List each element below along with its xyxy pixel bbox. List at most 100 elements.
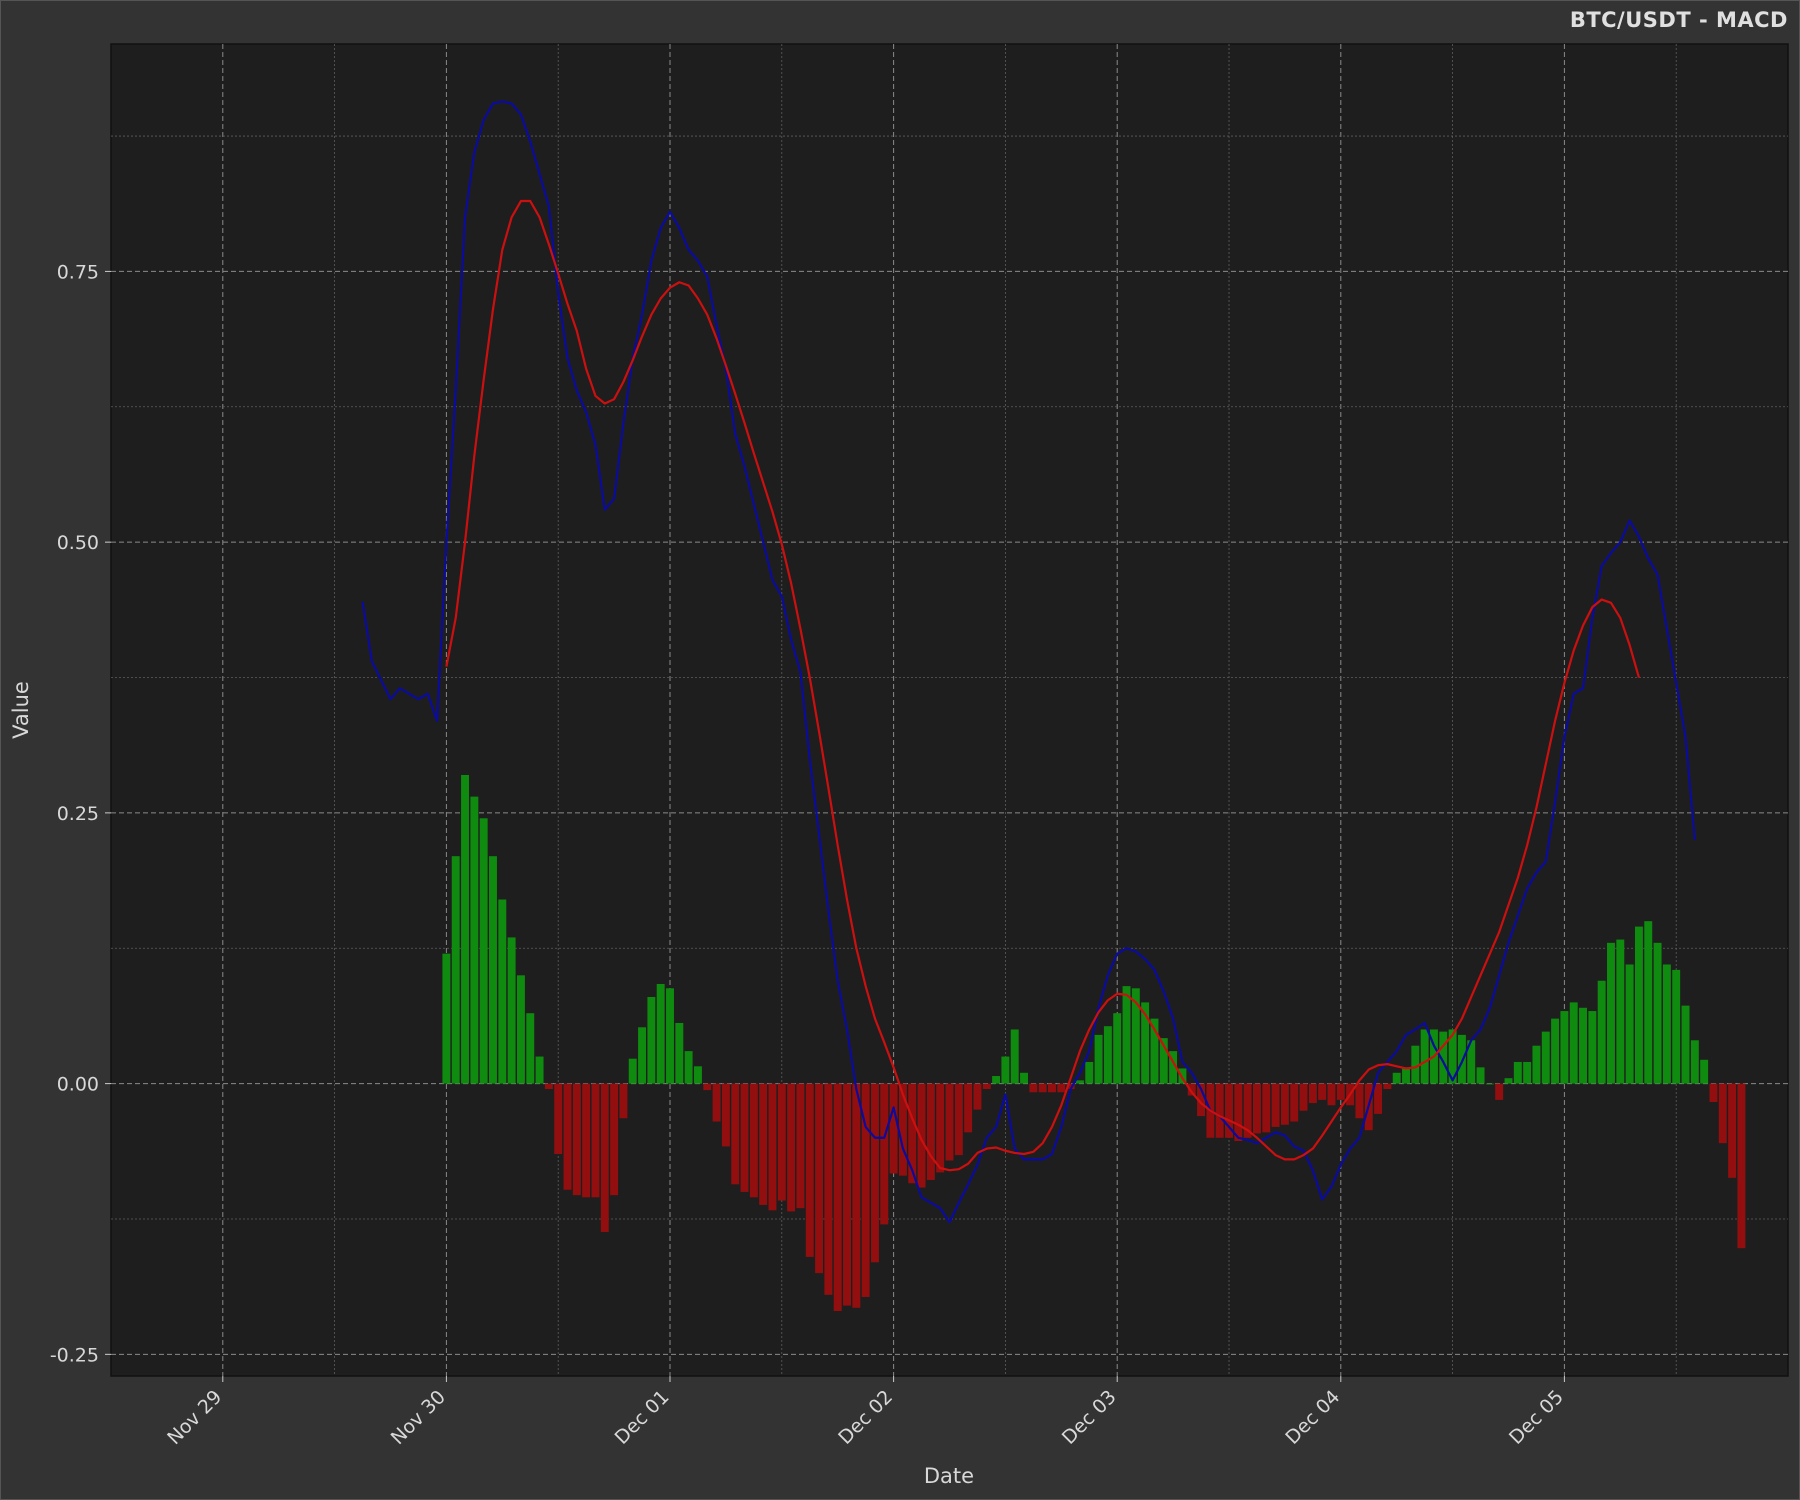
y-axis-label: Value: [9, 681, 33, 739]
histogram-bar-negative: [861, 1083, 870, 1297]
histogram-bar-negative: [703, 1083, 712, 1091]
histogram-bar-negative: [898, 1083, 907, 1176]
y-tick-label: 0.50: [57, 532, 99, 554]
histogram-bar-positive: [516, 975, 525, 1084]
histogram-bar-positive: [1560, 1011, 1569, 1084]
histogram-bar-positive: [638, 1027, 647, 1084]
histogram-bar-positive: [1616, 939, 1625, 1084]
histogram-bar-negative: [908, 1083, 917, 1184]
histogram-bar-negative: [1327, 1083, 1336, 1106]
y-tick-label: -0.25: [50, 1344, 99, 1366]
histogram-bar-positive: [1662, 964, 1671, 1084]
histogram-bar-negative: [1271, 1083, 1280, 1127]
histogram-bar-negative: [563, 1083, 572, 1190]
histogram-bar-positive: [1653, 942, 1662, 1084]
histogram-bar-positive: [1075, 1080, 1084, 1084]
histogram-bar-negative: [1318, 1083, 1327, 1100]
histogram-bar-positive: [1420, 1029, 1429, 1084]
histogram-bar-negative: [554, 1083, 563, 1154]
histogram-bar-negative: [1737, 1083, 1746, 1249]
macd-lines: [361, 100, 1696, 1224]
histogram-bar-positive: [442, 953, 451, 1084]
histogram-bar-positive: [1513, 1061, 1522, 1084]
histogram-bar-negative: [1374, 1083, 1383, 1114]
histogram-bar-negative: [805, 1083, 814, 1257]
histogram-bar-negative: [1299, 1083, 1308, 1111]
y-tick-label: 0.00: [57, 1074, 99, 1096]
histogram-bar-negative: [1234, 1083, 1243, 1142]
histogram-bar-negative: [1383, 1083, 1392, 1090]
histogram-bar-positive: [470, 796, 479, 1084]
histogram-bar-negative: [1197, 1083, 1206, 1117]
x-tick-label: Dec 05: [1505, 1386, 1568, 1449]
histogram-bar-positive: [1150, 1018, 1159, 1084]
y-tick-label: 0.75: [57, 261, 99, 283]
histogram-bar-positive: [1476, 1067, 1485, 1084]
histogram-bar-positive: [647, 996, 656, 1084]
histogram-bar-negative: [964, 1083, 973, 1133]
histogram-bar-positive: [675, 1022, 684, 1084]
x-axis-label: Date: [924, 1464, 974, 1488]
histogram-bar-positive: [1169, 1051, 1178, 1084]
x-tick-label: Dec 01: [611, 1386, 674, 1449]
histogram-bar-negative: [871, 1083, 879, 1263]
histogram-bar-positive: [1588, 1011, 1597, 1084]
histogram-bar-negative: [824, 1083, 833, 1295]
histogram-bar-negative: [600, 1083, 609, 1232]
histogram-bar-negative: [1029, 1083, 1038, 1093]
histogram-bar-negative: [1252, 1083, 1261, 1134]
histogram-bar-negative: [1048, 1083, 1056, 1093]
histogram-bar-positive: [451, 856, 460, 1084]
histogram-bar-positive: [1634, 926, 1643, 1084]
signal-line: [445, 199, 1640, 1172]
histogram-bar-negative: [1718, 1083, 1727, 1144]
y-tick-labels: -0.25 0.00 0.25 0.50 0.75: [50, 261, 111, 1366]
histogram-bar-positive: [693, 1066, 702, 1084]
histogram-bar-positive: [1504, 1078, 1513, 1084]
histogram-bar-negative: [768, 1083, 777, 1211]
histogram-bar-negative: [917, 1083, 926, 1188]
histogram-bar-negative: [619, 1083, 628, 1119]
histogram-bar-positive: [1690, 1040, 1699, 1084]
x-tick-label: Dec 03: [1058, 1386, 1121, 1449]
histogram-bar-positive: [526, 1013, 535, 1084]
histogram-bar-negative: [843, 1083, 851, 1306]
x-tick-label: Nov 30: [387, 1386, 450, 1449]
histogram-bar-positive: [628, 1058, 637, 1084]
histogram-bar-positive: [1122, 986, 1131, 1084]
histogram-bar-positive: [1541, 1031, 1550, 1084]
histogram-bar-negative: [815, 1083, 824, 1274]
histogram-bar-negative: [1262, 1083, 1271, 1133]
histogram-bar-negative: [1728, 1083, 1737, 1178]
histogram-bar-negative: [610, 1083, 619, 1196]
histogram-bar-negative: [1280, 1083, 1289, 1125]
histogram-bar-positive: [1579, 1007, 1587, 1084]
histogram-bar-negative: [759, 1083, 768, 1205]
histogram-bar-negative: [880, 1083, 889, 1225]
histogram-bar-positive: [535, 1056, 544, 1084]
histogram-bar-positive: [461, 774, 469, 1084]
histogram-bar-positive: [1644, 921, 1653, 1084]
histogram-bar-negative: [777, 1083, 786, 1201]
histogram-bar-negative: [833, 1083, 842, 1312]
histogram-bar-positive: [1085, 1061, 1094, 1084]
histogram-bar-negative: [572, 1083, 581, 1196]
plot-area: [110, 43, 1789, 1377]
histogram-bar-positive: [1625, 964, 1634, 1084]
x-tick-label: Dec 04: [1281, 1386, 1344, 1449]
histogram-bar-positive: [489, 856, 497, 1084]
histogram-bar-positive: [1700, 1059, 1709, 1084]
histogram-bar-negative: [1308, 1083, 1317, 1104]
histogram-bar-negative: [1709, 1083, 1718, 1103]
histogram-bar-negative: [889, 1083, 898, 1174]
histogram-bar-positive: [1607, 942, 1615, 1084]
histogram-bar-positive: [992, 1076, 1001, 1084]
histogram-bar-negative: [1225, 1083, 1233, 1138]
histogram-bar-positive: [1113, 1013, 1122, 1084]
histogram-bar-negative: [926, 1083, 935, 1180]
histogram-bar-positive: [1141, 1002, 1150, 1084]
histogram-bar-negative: [1057, 1083, 1066, 1093]
histogram-bar-positive: [684, 1051, 693, 1084]
histogram-bar-negative: [582, 1083, 591, 1198]
histogram-bar-negative: [1066, 1083, 1075, 1090]
